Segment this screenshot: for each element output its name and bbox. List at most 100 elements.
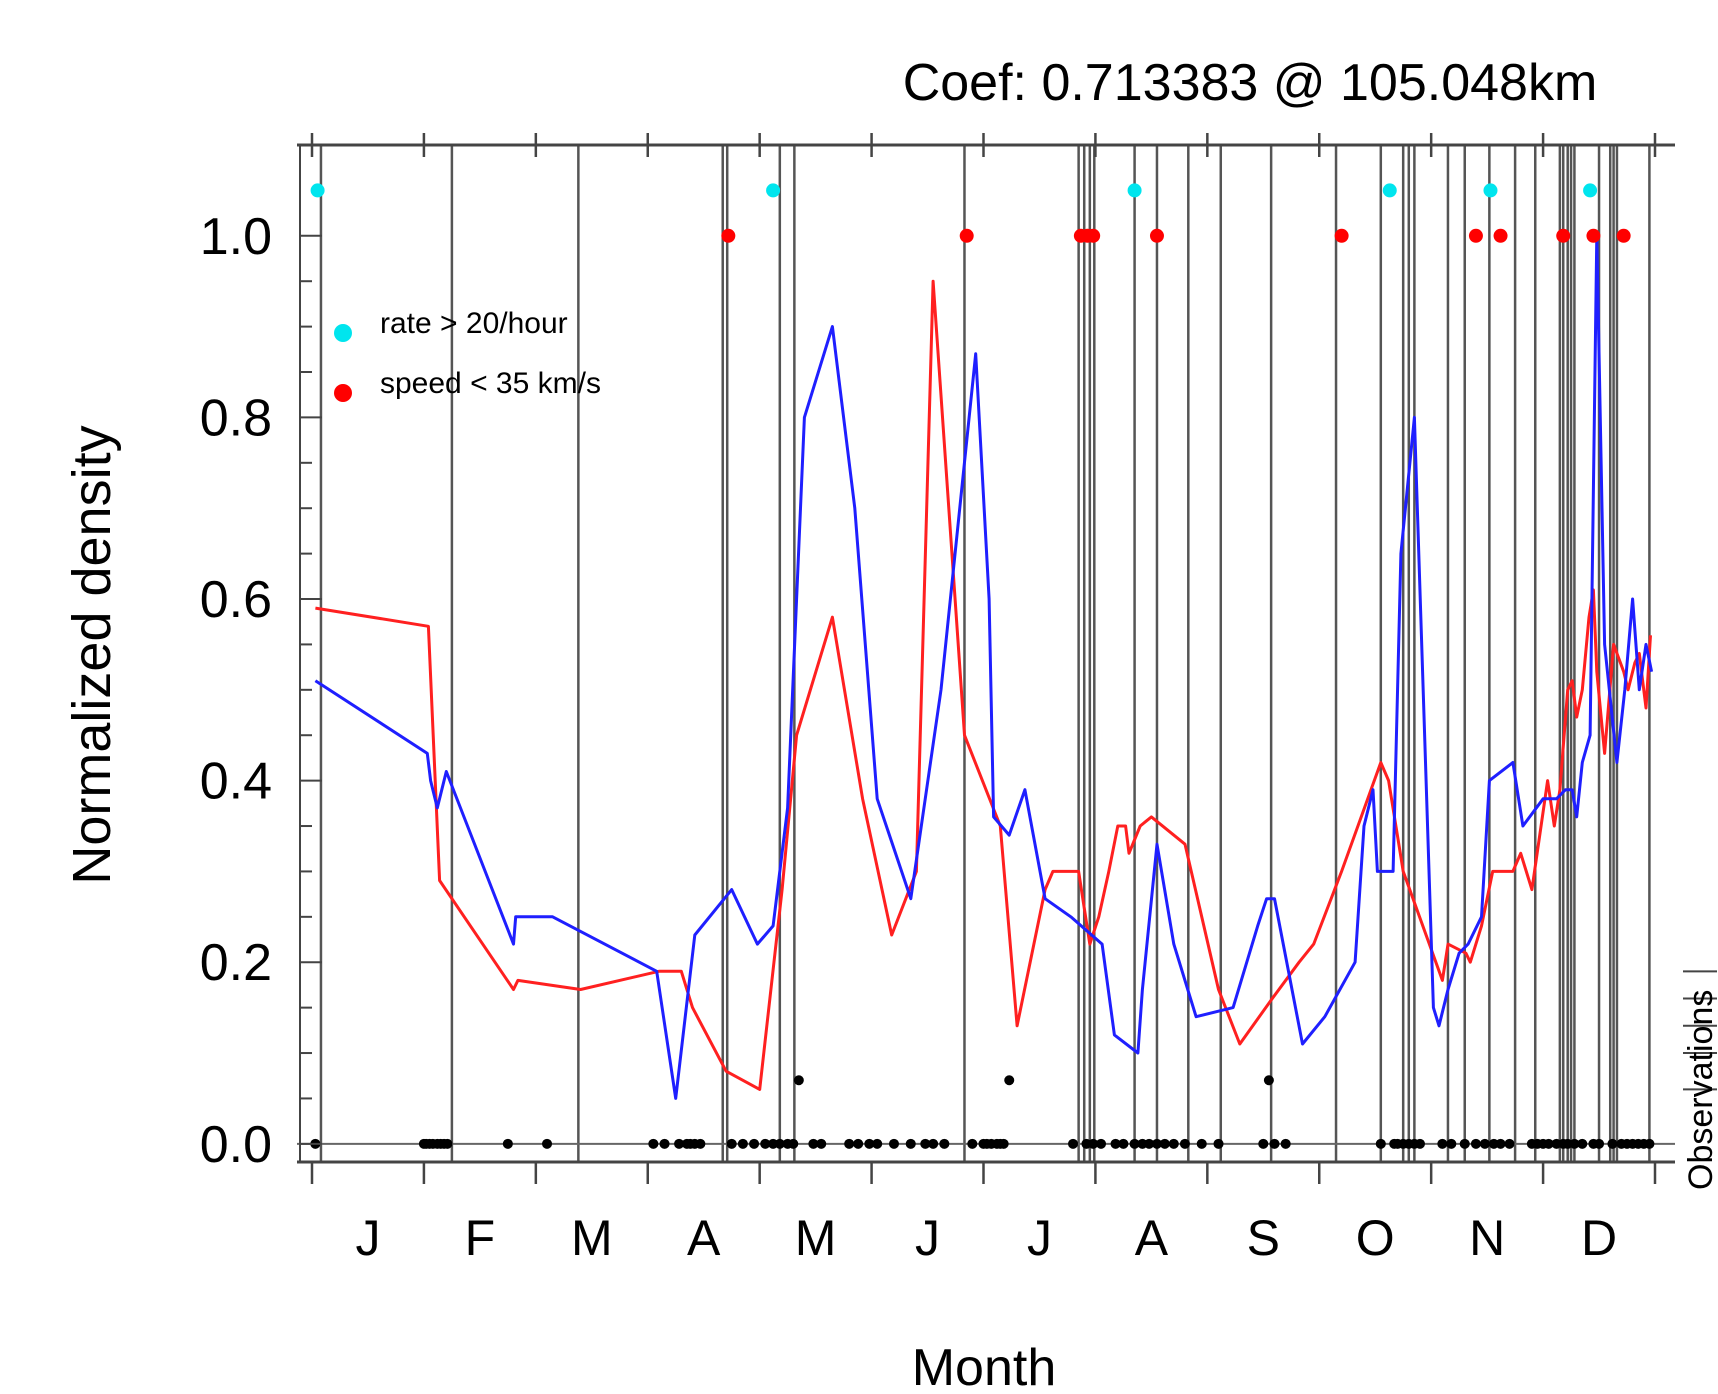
y-tick-label: 0.0 (200, 1116, 272, 1174)
observation-dot (1459, 1138, 1470, 1149)
x-tick-label: N (1469, 1210, 1505, 1266)
observation-dot (1196, 1138, 1207, 1149)
y-tick-label: 0.4 (200, 753, 272, 811)
observation-dot (1280, 1138, 1291, 1149)
observation-dot (1168, 1138, 1179, 1149)
event-lines-layer (319, 145, 1651, 1162)
observation-dot (816, 1138, 827, 1149)
observation-dot (648, 1138, 659, 1149)
x-tick-label: D (1581, 1210, 1617, 1266)
x-tick-label: M (795, 1210, 837, 1266)
observation-dot (1129, 1138, 1140, 1149)
observation-dot (760, 1138, 771, 1149)
observation-dot (1543, 1138, 1554, 1149)
observation-dot (1118, 1138, 1129, 1149)
rate-event-marker (1127, 183, 1142, 198)
observation-dot (998, 1138, 1009, 1149)
legend-speed-label: speed < 35 km/s (380, 367, 601, 400)
legend-rate-marker (334, 324, 352, 342)
speed-event-marker (1556, 228, 1571, 243)
observation-dot (853, 1138, 864, 1149)
legend: rate > 20/hour speed < 35 km/s (334, 307, 601, 402)
observation-dot (1504, 1138, 1515, 1149)
observation-dot (1144, 1138, 1155, 1149)
y-tick-label: 0.8 (200, 389, 272, 447)
observation-dot (928, 1138, 939, 1149)
observation-dot (737, 1138, 748, 1149)
observation-dot (1110, 1138, 1121, 1149)
observation-dot (695, 1138, 706, 1149)
observation-dot-upper (793, 1075, 804, 1086)
observation-dot (674, 1138, 685, 1149)
observation-dot (774, 1138, 785, 1149)
chart-title: Coef: 0.713383 @ 105.048km (903, 54, 1598, 112)
observation-dot (1258, 1138, 1269, 1149)
x-axis-label: Month (912, 1339, 1057, 1394)
observation-dot (659, 1138, 670, 1149)
y-tick-label: 1.0 (200, 208, 272, 266)
x-tick-label: O (1356, 1210, 1395, 1266)
legend-speed-marker (334, 384, 352, 402)
observation-dot (967, 1138, 978, 1149)
observation-dot (726, 1138, 737, 1149)
observation-dot-upper (1004, 1075, 1015, 1086)
observation-dot-upper (1263, 1075, 1274, 1086)
speed-event-marker (1493, 228, 1508, 243)
observation-dot (1594, 1138, 1605, 1149)
observation-dot (1470, 1138, 1481, 1149)
observation-dot (1269, 1138, 1280, 1149)
x-tick-label: J (1027, 1210, 1052, 1266)
y-axis-label: Normalized density (62, 425, 122, 884)
observation-dot (1159, 1138, 1170, 1149)
observation-dot (864, 1138, 875, 1149)
observation-dot (1569, 1138, 1580, 1149)
observation-dot (939, 1138, 950, 1149)
y-tick-label: 0.2 (200, 934, 272, 992)
series-line-1 (314, 234, 1654, 1100)
x-tick-label: S (1247, 1210, 1280, 1266)
observation-dot (888, 1138, 899, 1149)
observation-dot (1151, 1138, 1162, 1149)
series-line-0 (315, 279, 1652, 1091)
x-tick-label: J (915, 1210, 940, 1266)
rate-event-marker (310, 183, 325, 198)
series-layer (314, 234, 1654, 1100)
x-tick-label: M (571, 1210, 613, 1266)
observation-dot (1644, 1138, 1655, 1149)
observations-label: Observations (1682, 990, 1718, 1190)
observation-dot (1179, 1138, 1190, 1149)
observation-dot (1414, 1138, 1425, 1149)
x-tick-label: A (687, 1210, 721, 1266)
observation-dot (1437, 1138, 1448, 1149)
speed-event-marker (1468, 228, 1483, 243)
observation-dot (1375, 1138, 1386, 1149)
observation-dot (872, 1138, 883, 1149)
rate-event-marker (1483, 183, 1498, 198)
observation-dot (844, 1138, 855, 1149)
y-tick-label: 0.6 (200, 571, 272, 629)
observation-dot (442, 1138, 453, 1149)
observation-dot (920, 1138, 931, 1149)
speed-event-marker (1149, 228, 1164, 243)
observation-dot (1088, 1138, 1099, 1149)
speed-event-marker (1086, 228, 1101, 243)
speed-event-marker (1616, 228, 1631, 243)
observation-dot (1446, 1138, 1457, 1149)
speed-event-marker (1586, 228, 1601, 243)
x-tick-label: J (355, 1210, 380, 1266)
observation-dot (905, 1138, 916, 1149)
observation-dot (1607, 1138, 1618, 1149)
rate-event-marker (766, 183, 781, 198)
observation-dot (1096, 1138, 1107, 1149)
observation-dot (1479, 1138, 1490, 1149)
observation-dot (788, 1138, 799, 1149)
rate-event-marker (1382, 183, 1397, 198)
x-tick-label: A (1135, 1210, 1169, 1266)
speed-event-marker (721, 228, 736, 243)
tick-layer: 0.0 0.2 0.4 0.6 0.8 1.0 J F M A M J J A S O N D (200, 133, 1717, 1266)
speed-event-marker (959, 228, 974, 243)
observation-dot (1577, 1138, 1588, 1149)
markers-layer (310, 183, 1655, 1149)
observation-dot (1068, 1138, 1079, 1149)
